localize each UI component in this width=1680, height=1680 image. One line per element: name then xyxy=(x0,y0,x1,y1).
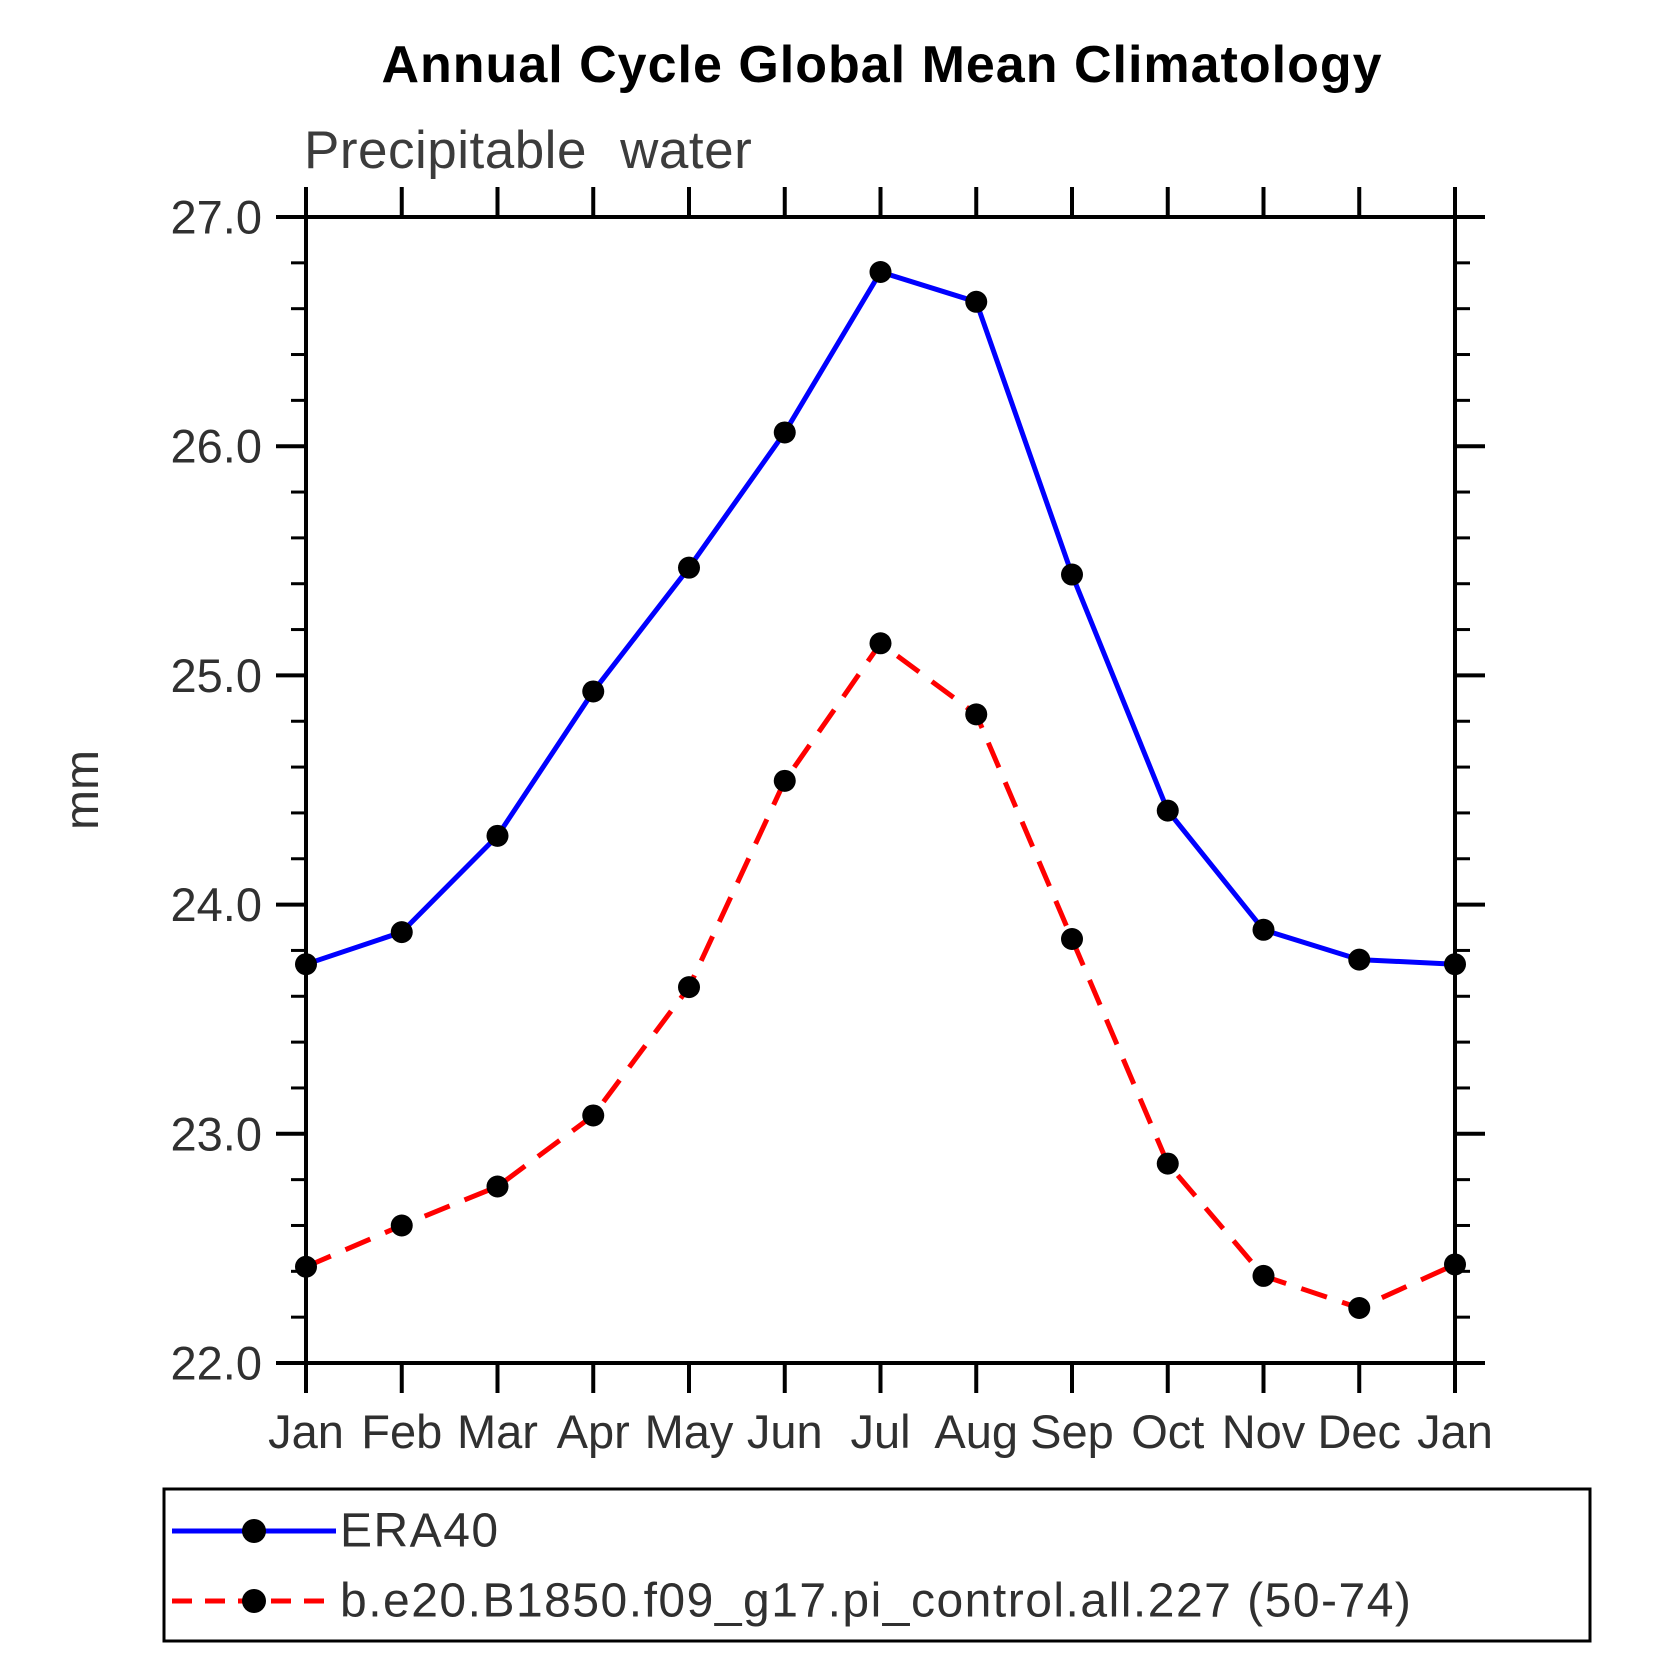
x-tick-label: Sep xyxy=(1030,1405,1114,1458)
legend-entry-era40: ERA40 xyxy=(172,1505,500,1558)
pi-control-marker xyxy=(582,1104,605,1127)
axis-ticks-layer: Jan Feb Mar Apr May Jun Jul Aug Sep Oct Nov Dec Jan2… xyxy=(171,187,1493,1458)
y-tick-label: 26.0 xyxy=(171,420,262,473)
y-axis-label: mm xyxy=(56,750,109,830)
pi-control-marker xyxy=(1252,1264,1275,1287)
x-tick-label: Dec xyxy=(1317,1405,1401,1458)
pi-control-marker xyxy=(1348,1296,1371,1319)
pi-control-marker xyxy=(773,769,796,792)
era40-marker xyxy=(678,556,700,579)
y-tick-label: 23.0 xyxy=(171,1107,262,1160)
x-tick-label: Apr xyxy=(557,1405,630,1458)
pi-control-legend-marker xyxy=(242,1589,266,1613)
legend-box xyxy=(162,1487,1592,1643)
pi-control-marker xyxy=(1156,1152,1179,1175)
era40-marker xyxy=(869,261,892,284)
era40-marker xyxy=(390,921,413,944)
chart-subtitle: Precipitable water xyxy=(304,121,752,180)
pi-control-legend-label: b.e20.B1850.f09_g17.pi_control.all.227 (… xyxy=(340,1575,1412,1628)
x-tick-label: Jul xyxy=(850,1405,910,1458)
x-tick-label: Feb xyxy=(361,1405,442,1458)
era40-marker xyxy=(582,680,605,703)
x-tick-label: May xyxy=(645,1405,734,1458)
era40-marker xyxy=(486,824,509,847)
era40-line xyxy=(305,269,1456,967)
pi-control-marker xyxy=(1061,927,1083,950)
era40-marker xyxy=(1348,948,1371,971)
pi-control-marker xyxy=(678,976,700,999)
era40-marker xyxy=(965,290,988,313)
x-tick-label: Oct xyxy=(1131,1405,1204,1458)
pi-control-marker xyxy=(869,632,892,655)
x-tick-label: Nov xyxy=(1222,1405,1306,1458)
y-tick-label: 27.0 xyxy=(171,191,262,244)
plot-frame xyxy=(304,215,1457,1365)
legend: ERA40 b.e20.B1850.f09_g17.pi_control.all… xyxy=(162,1487,1592,1643)
era40-marker xyxy=(1156,799,1179,822)
y-tick-label: 24.0 xyxy=(171,878,262,931)
x-tick-label: Jun xyxy=(747,1405,823,1458)
legend-entry-pi-control: b.e20.B1850.f09_g17.pi_control.all.227 (… xyxy=(172,1575,1412,1628)
pi-control-marker xyxy=(390,1214,413,1237)
era40-marker xyxy=(1252,918,1275,941)
era40-legend-marker xyxy=(242,1519,266,1543)
pi-control-marker xyxy=(486,1175,509,1198)
x-tick-label: Mar xyxy=(457,1405,538,1458)
pi-control-line xyxy=(305,640,1457,1311)
era40-legend-label: ERA40 xyxy=(340,1505,500,1558)
x-tick-label: Aug xyxy=(934,1405,1018,1458)
x-tick-label: Jan xyxy=(1417,1405,1493,1458)
y-tick-label: 22.0 xyxy=(171,1337,262,1390)
pi-control-marker xyxy=(965,703,988,726)
x-tick-label: Jan xyxy=(268,1405,344,1458)
era40-marker xyxy=(1061,563,1083,586)
y-tick-label: 25.0 xyxy=(171,649,262,702)
chart-title: Annual Cycle Global Mean Climatology xyxy=(381,36,1382,94)
era40-marker xyxy=(773,421,796,444)
series-layer xyxy=(295,261,1466,1319)
